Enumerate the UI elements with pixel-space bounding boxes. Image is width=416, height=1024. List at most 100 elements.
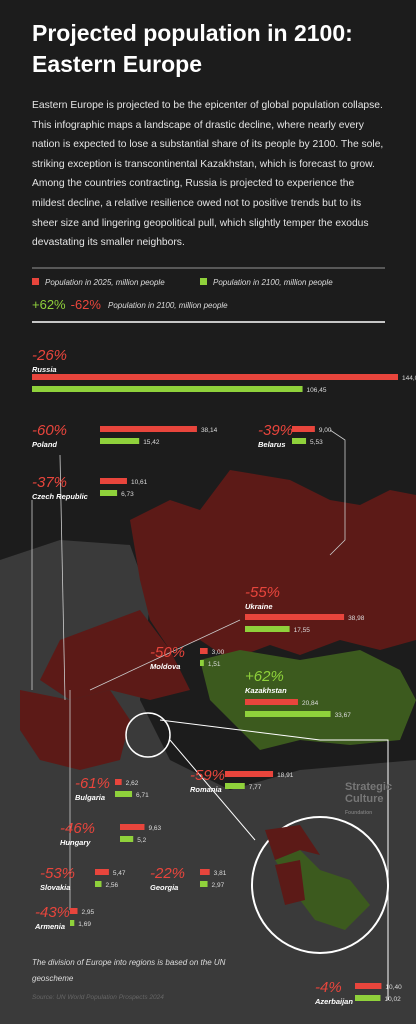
bar (120, 824, 145, 830)
bar (70, 908, 78, 914)
country-name: Poland (32, 440, 57, 449)
bar (100, 438, 140, 444)
value-label: 6,73 (121, 491, 134, 498)
country-name: Georgia (150, 883, 178, 892)
value-label: 6,71 (136, 792, 149, 799)
country-name: Slovakia (40, 883, 70, 892)
watermark-text: Foundation (345, 810, 372, 816)
value-label: 38,98 (348, 615, 365, 622)
bar (245, 614, 345, 620)
value-label: 2,97 (212, 882, 225, 889)
country-name: Moldova (150, 662, 180, 671)
value-label: 106,45 (307, 387, 327, 394)
value-label: 18,91 (277, 772, 294, 779)
bar (200, 648, 208, 654)
bar (95, 881, 102, 887)
bar (292, 426, 315, 432)
leader-line (59, 454, 66, 701)
change-label: -61% (75, 775, 110, 792)
title: Projected population in 2100: Eastern Eu… (32, 20, 353, 77)
legend-change: +62% (32, 297, 66, 312)
bar (100, 426, 197, 432)
leader-line (89, 619, 241, 691)
bar (200, 660, 204, 666)
value-label: 17,55 (294, 627, 311, 634)
country-name: Romania (190, 785, 222, 794)
change-label: -46% (60, 820, 95, 837)
bar (200, 869, 210, 875)
change-label: -60% (32, 422, 67, 439)
watermark-text: Culture (345, 793, 384, 805)
bar (355, 983, 382, 989)
change-label: -26% (32, 347, 67, 364)
change-label: -53% (40, 865, 75, 882)
country-name: Azerbaijan (314, 997, 353, 1006)
legend-change: -62% (71, 297, 102, 312)
value-label: 3,00 (212, 649, 225, 656)
country-name: Bulgaria (75, 793, 105, 802)
value-label: 20,84 (302, 700, 319, 707)
change-label: -59% (190, 767, 225, 784)
bar (225, 783, 245, 789)
change-label: -55% (245, 584, 280, 601)
leader-line (329, 429, 346, 556)
bar (292, 438, 307, 444)
country-name: Armenia (34, 922, 65, 931)
value-label: 2,56 (106, 882, 119, 889)
value-label: 5,47 (113, 870, 126, 877)
country-name: Russia (32, 365, 57, 374)
value-label: 2,62 (126, 780, 139, 787)
kazakhstan-shape (200, 650, 416, 750)
country-name: Hungary (60, 838, 91, 847)
bar (95, 869, 109, 875)
bar (225, 771, 274, 777)
value-label: 15,42 (143, 439, 160, 446)
value-label: 10,02 (384, 996, 401, 1003)
bar (32, 374, 398, 380)
zoom-connector (169, 739, 256, 841)
change-label: -39% (258, 422, 293, 439)
value-label: 5,53 (310, 439, 323, 446)
change-label: -4% (315, 979, 342, 996)
value-label: 38,14 (201, 427, 218, 434)
ukraine-shape (40, 610, 190, 700)
russia-shape (130, 470, 416, 660)
bar (115, 791, 133, 797)
country-name: Kazakhstan (245, 686, 287, 695)
bar (32, 386, 303, 392)
armenia-shape (275, 860, 305, 905)
change-label: -22% (150, 865, 185, 882)
bar (115, 779, 122, 785)
value-label: 2,95 (81, 909, 94, 916)
bar (245, 699, 298, 705)
zoom-connector (320, 739, 389, 1000)
legend-swatch (32, 278, 39, 285)
bar (70, 920, 75, 926)
country-name: Czech Republic (32, 492, 89, 501)
country-name: Belarus (258, 440, 286, 449)
bar (120, 836, 134, 842)
zoom-connector (159, 719, 321, 741)
value-label: 9,63 (148, 825, 161, 832)
georgia-shape (265, 825, 320, 860)
legend-note: Population in 2100, million people (108, 301, 228, 310)
bar (100, 478, 127, 484)
bar (355, 995, 381, 1001)
value-label: 7,77 (249, 784, 262, 791)
value-label: 1,51 (208, 661, 221, 668)
bar (245, 626, 290, 632)
source: Source: UN World Population Prospects 20… (32, 994, 164, 1001)
note: The division of Europe into regions is b… (32, 958, 226, 983)
change-label: -37% (32, 474, 67, 491)
bar (200, 881, 208, 887)
legend-swatch (200, 278, 207, 285)
country-name: Ukraine (245, 602, 273, 611)
value-label: 10,61 (131, 479, 148, 486)
value-label: 9,00 (319, 427, 332, 434)
bar (100, 490, 118, 496)
change-label: -50% (150, 644, 185, 661)
zoom-circle (125, 712, 171, 758)
